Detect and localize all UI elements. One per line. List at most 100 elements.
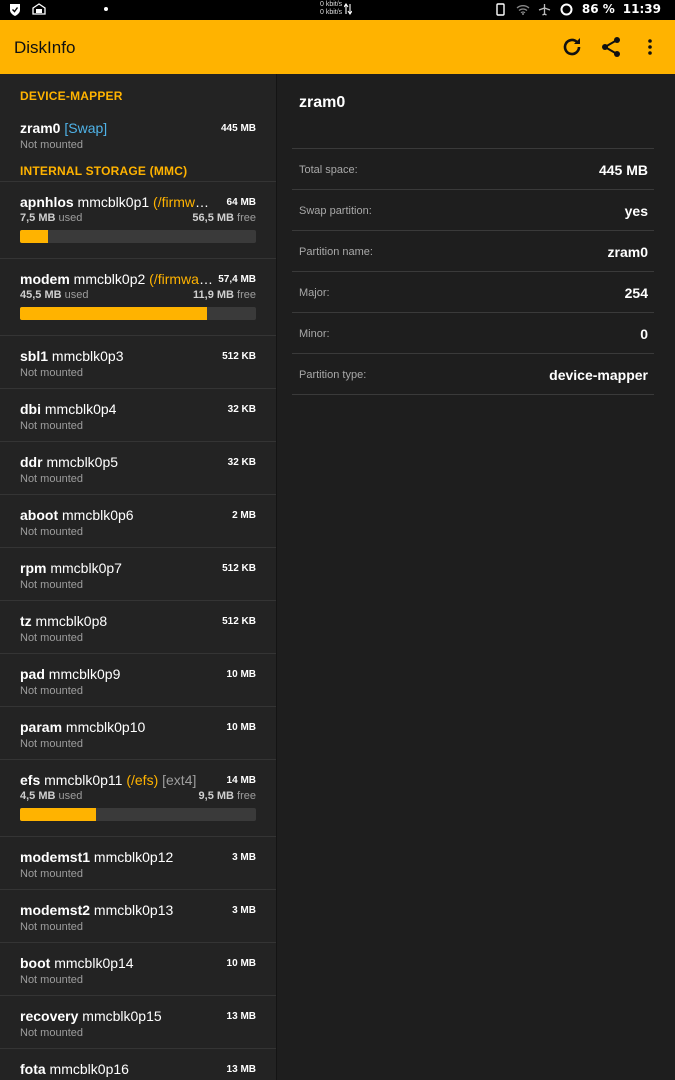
detail-label: Major: (299, 287, 330, 299)
item-name-line: efs mmcblk0p11 (/efs) [ext4] (20, 772, 215, 788)
item-free-suffix: free (233, 790, 256, 802)
detail-pane: zram0 Total space: 445 MB Swap partition: y… (278, 74, 675, 1080)
item-device: mmcblk0p13 (90, 902, 174, 918)
share-icon[interactable] (598, 34, 624, 60)
item-free: 56,5 MB free (192, 212, 256, 224)
item-device: mmcblk0p11 (40, 772, 123, 788)
item-name: param (20, 719, 63, 735)
list-item-fota[interactable]: fota mmcblk0p16 13 MB (0, 1049, 276, 1080)
list-item-zram0[interactable]: zram0 [Swap] 445 MB Not mounted (0, 106, 276, 160)
item-used-value: 7,5 MB (20, 212, 56, 224)
item-device: mmcblk0p4 (41, 401, 117, 417)
item-name: rpm (20, 560, 47, 576)
detail-label: Minor: (299, 328, 330, 340)
item-status: Not mounted (20, 139, 83, 151)
item-status: Not mounted (20, 974, 83, 986)
item-size: 512 KB (222, 563, 256, 574)
item-used-suffix: used (55, 790, 83, 802)
list-item-apnhlos[interactable]: apnhlos mmcblk0p1 (/firmware) 64 MB 7,5 MB… (0, 182, 276, 259)
item-name-line: param mmcblk0p10 (20, 719, 215, 735)
item-size: 512 KB (222, 351, 256, 362)
item-name: recovery (20, 1008, 79, 1024)
item-used-value: 4,5 MB (20, 790, 56, 802)
detail-row: Total space: 445 MB (292, 149, 654, 190)
detail-label: Partition name: (299, 246, 373, 258)
detail-row: Partition type: device-mapper (292, 354, 654, 395)
list-item-param[interactable]: param mmcblk0p10 10 MB Not mounted (0, 707, 276, 760)
usage-bar (20, 808, 256, 821)
item-status: Not mounted (20, 526, 83, 538)
list-item-boot[interactable]: boot mmcblk0p14 10 MB Not mounted (0, 943, 276, 996)
item-status: Not mounted (20, 921, 83, 933)
detail-label: Swap partition: (299, 205, 372, 217)
item-free-value: 56,5 MB (192, 212, 234, 224)
list-item-ddr[interactable]: ddr mmcblk0p5 32 KB Not mounted (0, 442, 276, 495)
item-name-line: boot mmcblk0p14 (20, 955, 215, 971)
list-item-dbi[interactable]: dbi mmcblk0p4 32 KB Not mounted (0, 389, 276, 442)
detail-title: zram0 (299, 94, 346, 111)
item-name: apnhlos (20, 194, 74, 210)
item-status: Not mounted (20, 738, 83, 750)
list-item-tz[interactable]: tz mmcblk0p8 512 KB Not mounted (0, 601, 276, 654)
list-item-rpm[interactable]: rpm mmcblk0p7 512 KB Not mounted (0, 548, 276, 601)
item-free: 9,5 MB free (199, 790, 256, 802)
item-name: boot (20, 955, 51, 971)
shield-icon (8, 2, 22, 16)
item-status: Not mounted (20, 868, 83, 880)
list-item-pad[interactable]: pad mmcblk0p9 10 MB Not mounted (0, 654, 276, 707)
item-name: dbi (20, 401, 41, 417)
item-free-value: 11,9 MB (193, 289, 234, 301)
list-item-recovery[interactable]: recovery mmcblk0p15 13 MB Not mounted (0, 996, 276, 1049)
item-used: 4,5 MB used (20, 790, 82, 802)
app-bar: DiskInfo (0, 20, 675, 74)
item-size: 32 KB (227, 457, 256, 468)
item-name-line: rpm mmcblk0p7 (20, 560, 215, 576)
item-size: 2 MB (232, 510, 256, 521)
item-name-line: fota mmcblk0p16 (20, 1061, 215, 1077)
battery-percent: 86 % (581, 2, 615, 16)
item-size: 512 KB (222, 616, 256, 627)
item-name-line: recovery mmcblk0p15 (20, 1008, 215, 1024)
item-name: fota (20, 1061, 46, 1077)
list-item-sbl1[interactable]: sbl1 mmcblk0p3 512 KB Not mounted (0, 336, 276, 389)
item-device: mmcblk0p5 (42, 454, 119, 470)
detail-value: yes (624, 203, 648, 219)
list-item-modemst1[interactable]: modemst1 mmcblk0p12 3 MB Not mounted (0, 837, 276, 890)
partition-items: apnhlos mmcblk0p1 (/firmware) 64 MB 7,5 MB… (0, 182, 276, 1080)
detail-label: Partition type: (299, 369, 367, 381)
more-vert-icon[interactable] (637, 34, 663, 60)
item-name: tz (20, 613, 32, 629)
item-name: ddr (20, 454, 43, 470)
refresh-icon[interactable] (559, 34, 585, 60)
partition-list[interactable]: DEVICE-MAPPER zram0 [Swap] 445 MB Not mo… (0, 74, 277, 1080)
item-name-line: apnhlos mmcblk0p1 (/firmware) (20, 194, 215, 210)
item-size: 13 MB (226, 1064, 256, 1075)
item-device: mmcblk0p15 (78, 1008, 162, 1024)
detail-row: Major: 254 (292, 272, 654, 313)
battery-ring-icon (560, 2, 574, 16)
item-device: mmcblk0p10 (62, 719, 146, 735)
phone-icon (494, 2, 508, 16)
item-used: 45,5 MB used (20, 289, 89, 301)
item-mountpoint: (/efs) (122, 772, 159, 788)
app-title: DiskInfo (14, 38, 76, 57)
item-name: modem (20, 271, 70, 287)
usage-bar (20, 230, 256, 243)
list-item-efs[interactable]: efs mmcblk0p11 (/efs) [ext4] 14 MB 4,5 MB … (0, 760, 276, 837)
speed-down-text: 0 kbit/s (320, 9, 343, 16)
detail-row: Partition name: zram0 (292, 231, 654, 272)
house-lock-icon (32, 2, 46, 16)
list-item-modemst2[interactable]: modemst2 mmcblk0p13 3 MB Not mounted (0, 890, 276, 943)
item-device: mmcblk0p3 (48, 348, 124, 364)
section-header-device-mapper: DEVICE-MAPPER (20, 89, 123, 103)
item-size: 10 MB (226, 958, 256, 969)
item-name-line: dbi mmcblk0p4 (20, 401, 215, 417)
item-device: mmcblk0p1 (73, 194, 150, 210)
list-item-aboot[interactable]: aboot mmcblk0p6 2 MB Not mounted (0, 495, 276, 548)
clock: 11:39 (622, 2, 661, 16)
list-item-modem[interactable]: modem mmcblk0p2 (/firmware-mdm)57,4 MB 45… (0, 259, 276, 336)
item-name-line: sbl1 mmcblk0p3 (20, 348, 215, 364)
detail-label: Total space: (299, 164, 358, 176)
usage-bar-fill (20, 230, 48, 243)
item-device: mmcblk0p8 (31, 613, 108, 629)
